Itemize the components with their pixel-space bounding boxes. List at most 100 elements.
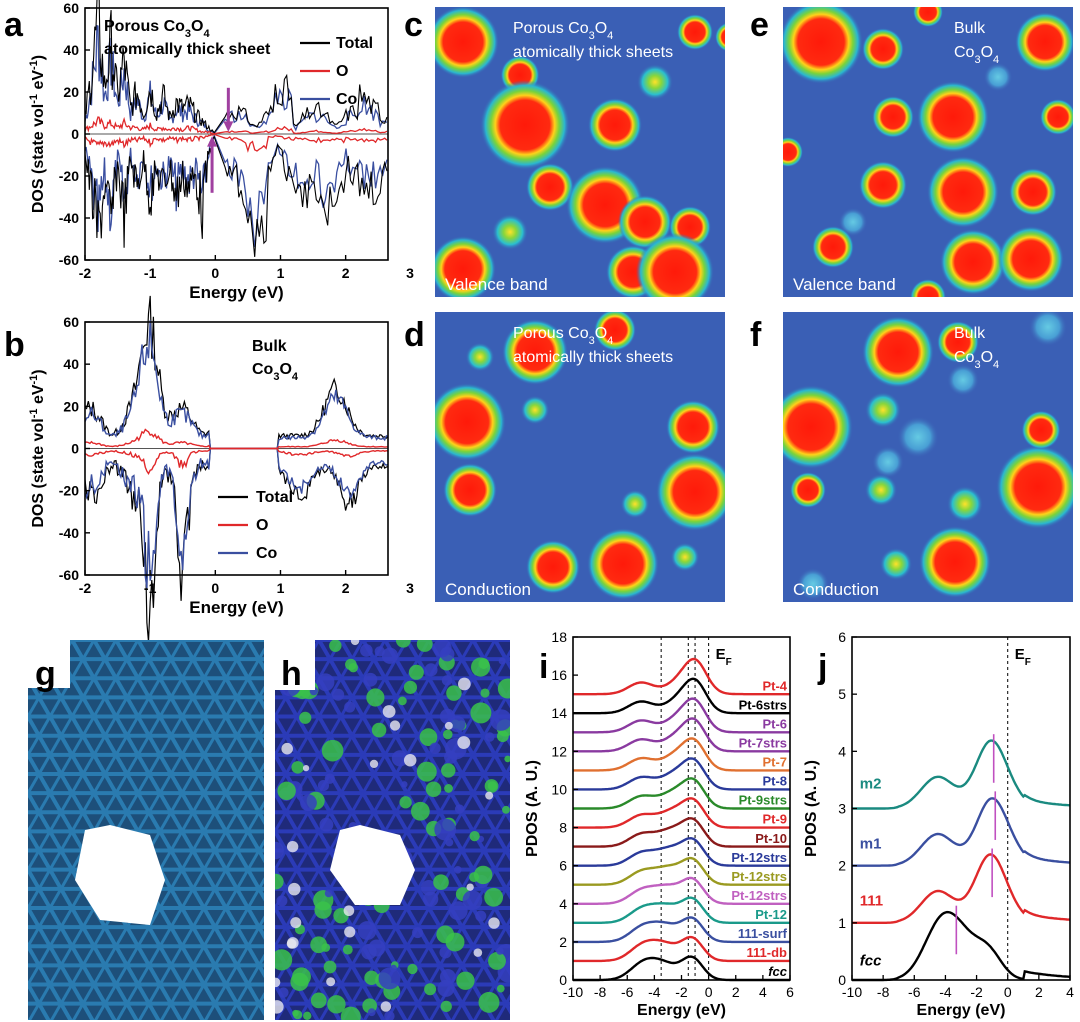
bond — [440, 602, 451, 621]
atom-density — [812, 226, 854, 268]
small-density — [670, 542, 700, 572]
bond — [264, 621, 275, 640]
isosurface — [504, 755, 510, 763]
bond — [275, 827, 277, 832]
bond — [372, 754, 387, 775]
isosurface — [407, 963, 418, 975]
bond — [361, 773, 376, 794]
bond — [125, 772, 140, 795]
isosurface — [475, 910, 487, 922]
label-part: ) — [30, 369, 47, 374]
bond — [257, 926, 264, 940]
bond — [115, 1002, 129, 1020]
bond — [169, 849, 184, 871]
bond — [394, 677, 409, 699]
bond — [275, 980, 277, 985]
bond — [339, 945, 354, 967]
y-tick-label: -60 — [59, 567, 79, 583]
bond — [429, 640, 431, 641]
atom-density — [443, 463, 497, 517]
label-part: O — [191, 18, 203, 35]
bond — [28, 789, 30, 794]
bond — [473, 602, 484, 621]
bond — [504, 926, 510, 939]
bond — [202, 868, 217, 890]
x-tick-label: -6 — [621, 984, 634, 1000]
bond — [539, 870, 550, 889]
isosurface — [485, 791, 494, 800]
bond — [528, 946, 539, 965]
isosurface — [350, 640, 360, 646]
bond — [94, 602, 105, 621]
bond — [6, 946, 17, 965]
bond — [136, 811, 151, 833]
bond — [482, 754, 497, 775]
y-tick-label: 40 — [63, 42, 79, 58]
bond — [114, 677, 129, 699]
series-label: Pt-7strs — [739, 736, 787, 751]
bond — [72, 640, 74, 641]
bond — [191, 849, 206, 871]
isosurface — [416, 761, 437, 782]
bond — [360, 640, 363, 641]
label-part: DOS (state vol — [30, 104, 47, 213]
bond — [158, 945, 173, 967]
bond — [6, 659, 17, 678]
pore — [330, 825, 415, 905]
bond — [253, 621, 264, 640]
bond — [235, 811, 250, 833]
bond — [226, 640, 228, 641]
isosurface — [466, 883, 474, 891]
isosurface — [357, 921, 377, 940]
bond — [92, 792, 107, 814]
bond — [246, 945, 261, 967]
bond — [92, 773, 107, 794]
bond — [180, 658, 195, 680]
series-label: fcc — [860, 953, 882, 970]
bond — [504, 917, 510, 928]
bond — [191, 964, 206, 986]
bond — [92, 983, 107, 1005]
bond — [191, 868, 206, 890]
bond — [275, 946, 277, 950]
bond — [49, 1002, 63, 1020]
bond — [275, 640, 277, 644]
bond — [28, 984, 30, 988]
bond — [363, 640, 365, 641]
bond — [125, 964, 140, 986]
bond — [103, 792, 118, 814]
bond — [92, 964, 107, 986]
bond — [169, 1002, 183, 1020]
isosurface — [367, 1008, 376, 1017]
bond — [81, 792, 96, 814]
bond — [147, 658, 162, 680]
bond — [275, 734, 288, 756]
y-tick-label: 18 — [551, 629, 567, 645]
y-tick-label: -20 — [59, 168, 79, 184]
bond — [295, 734, 310, 756]
bond — [427, 696, 442, 718]
pdos-curve-111 — [852, 853, 1071, 924]
bond — [114, 753, 129, 775]
bond — [59, 754, 74, 775]
bond — [275, 674, 277, 679]
isosurface — [326, 977, 336, 987]
label-part: 4 — [203, 28, 210, 40]
bond — [48, 696, 63, 718]
bond — [406, 1002, 420, 1020]
bond — [81, 926, 96, 948]
bond — [213, 640, 228, 660]
bond — [181, 1002, 195, 1020]
pdos-curve-Pt-12strs — [573, 876, 790, 905]
bond — [169, 926, 184, 948]
x-tick-label: 2 — [342, 265, 350, 281]
bond — [286, 602, 297, 621]
bond — [517, 985, 528, 1004]
bond — [28, 773, 41, 794]
bond — [306, 811, 321, 833]
bond — [350, 792, 365, 814]
bond — [317, 830, 332, 852]
x-axis-label: Energy (eV) — [637, 1002, 726, 1019]
bond — [426, 640, 429, 641]
bond — [69, 640, 72, 641]
